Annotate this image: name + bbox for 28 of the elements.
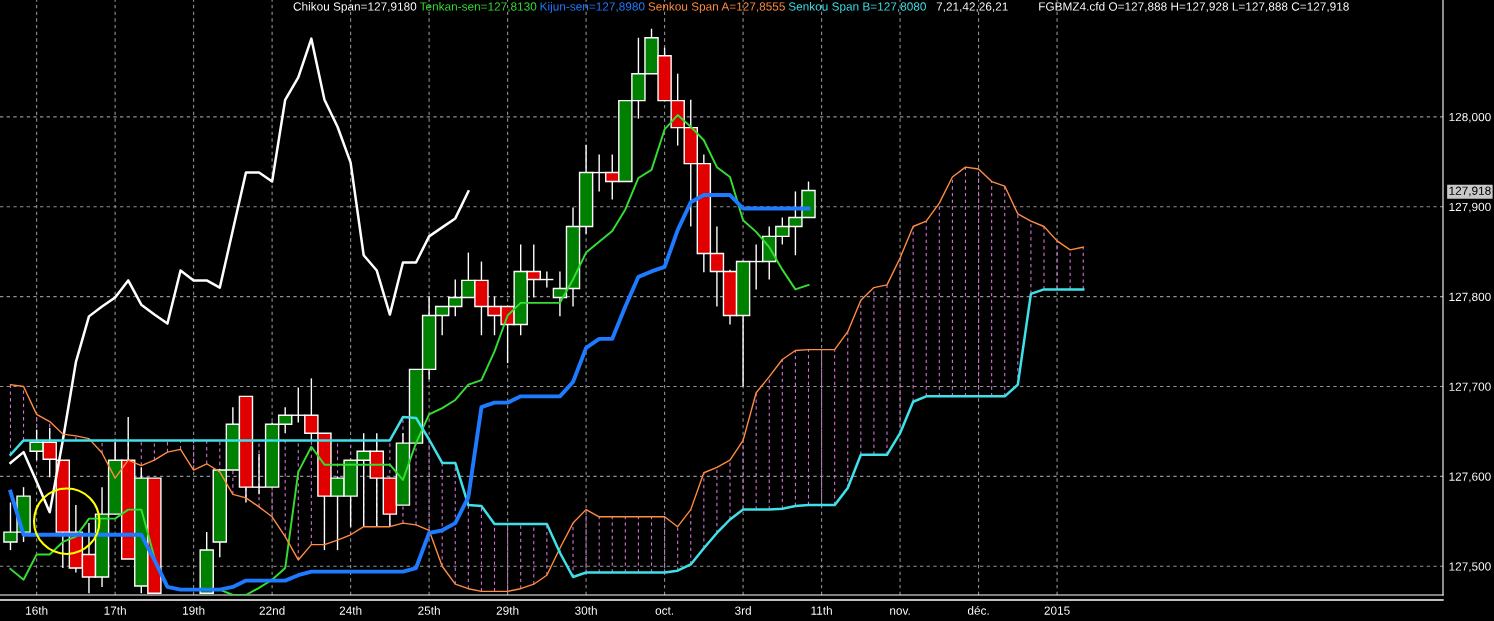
x-tick-label: 19th (183, 606, 205, 615)
x-tick-label: 25th (418, 606, 440, 615)
y-tick-label: 127,600 (1449, 472, 1491, 483)
x-tick-label: 11th (811, 606, 832, 615)
text: Senkou Span A=127,8555 (648, 2, 785, 14)
x-tick-label: 2015 (1044, 606, 1070, 615)
text: Senkou Span B=127,8080 (788, 2, 926, 14)
y-tick-label: 127,900 (1449, 202, 1491, 213)
x-tick-label: oct. (655, 607, 674, 615)
x-tick-label: 29th (496, 606, 519, 615)
x-tick-label: 17th (104, 606, 126, 615)
x-tick-label: nov. (890, 608, 910, 615)
x-tick-label: 16th (26, 606, 48, 615)
y-tick-label: 127,500 (1449, 562, 1491, 573)
x-tick-label: 3rd (735, 606, 751, 615)
x-tick-label: 30th (575, 606, 597, 615)
x-tick-label: 24th (339, 606, 362, 615)
annotation: FGBMZ4.cfd O=127,888 H=127,928 L=127,888 C=127,918 (1039, 2, 1349, 13)
x-tick-label: 22nd (259, 606, 285, 615)
annotation: 7,21,42,26,21 (936, 2, 1008, 13)
y-tick-label: 127,800 (1449, 292, 1491, 303)
y-tick-label: 127,918 (1449, 186, 1491, 197)
x-tick-label: déc. (967, 605, 989, 615)
y-tick-label: 128,000 (1449, 112, 1491, 123)
text: Tenkan-sen=127,8130 (419, 2, 537, 13)
text: Kijun-sen=127,8980 (540, 2, 645, 14)
text: Chikou Span=127,9180 (293, 2, 417, 14)
y-tick-label: 127,700 (1449, 382, 1491, 393)
